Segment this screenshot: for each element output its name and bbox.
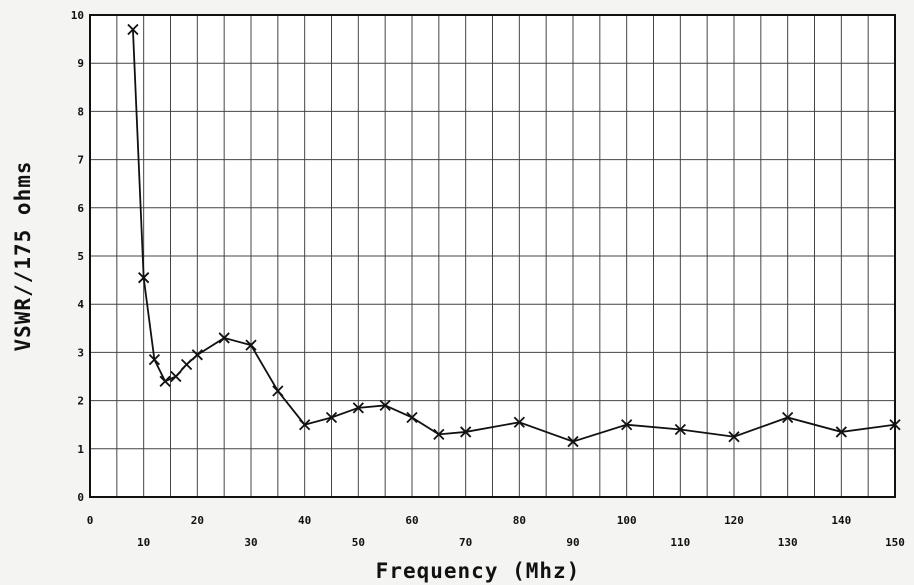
data-point-marker <box>180 358 193 371</box>
x-tick-label: 140 <box>831 514 851 527</box>
x-tick-label: 130 <box>778 536 798 549</box>
y-tick-label: 0 <box>77 491 84 504</box>
y-tick-label: 1 <box>77 443 84 456</box>
series-layer <box>127 23 901 448</box>
data-point-marker <box>325 411 338 424</box>
y-tick-label: 8 <box>77 105 84 118</box>
data-point-marker <box>218 332 230 344</box>
y-tick-label: 6 <box>77 202 84 215</box>
data-point-marker <box>272 385 284 397</box>
data-point-marker <box>138 272 150 284</box>
x-tick-label: 40 <box>298 514 311 527</box>
y-tick-label: 3 <box>77 346 84 359</box>
y-tick-label: 2 <box>77 395 84 408</box>
data-point-marker <box>352 402 364 414</box>
data-point-marker <box>406 411 418 424</box>
data-point-marker <box>191 349 203 361</box>
x-tick-label: 70 <box>459 536 472 549</box>
data-point-marker <box>513 416 525 428</box>
y-tick-label: 4 <box>77 298 84 311</box>
data-point-marker <box>245 339 257 351</box>
grid <box>90 15 895 497</box>
x-tick-label: 20 <box>191 514 204 527</box>
x-tick-label: 10 <box>137 536 150 549</box>
y-tick-labels: 0 1 2 3 4 5 6 7 8 9 10 <box>71 9 85 504</box>
x-tick-label: 30 <box>244 536 257 549</box>
y-axis-label: VSWR//175 ohms <box>11 160 35 351</box>
data-point-marker <box>379 399 391 412</box>
y-tick-label: 10 <box>71 9 84 22</box>
x-tick-label: 50 <box>352 536 365 549</box>
data-point-marker <box>159 375 171 387</box>
y-tick-label: 9 <box>77 57 84 70</box>
x-tick-label: 60 <box>405 514 418 527</box>
y-tick-label: 7 <box>77 154 84 167</box>
x-tick-label: 0 <box>87 514 94 527</box>
data-point-marker <box>835 426 847 438</box>
data-point-marker <box>567 435 579 448</box>
x-tick-label: 100 <box>617 514 637 527</box>
data-point-marker <box>299 419 311 431</box>
x-tick-label: 110 <box>670 536 690 549</box>
data-point-marker <box>170 370 182 383</box>
x-tick-labels: 0 10 20 30 40 50 60 70 80 90 100 110 120 130 140 150 <box>87 514 905 549</box>
data-point-marker <box>674 423 686 436</box>
data-point-marker <box>433 428 445 440</box>
data-point-marker <box>621 419 633 431</box>
x-tick-label: 90 <box>566 536 579 549</box>
x-tick-label: 80 <box>513 514 526 527</box>
data-point-marker <box>782 411 794 424</box>
plot-frame <box>89 14 896 498</box>
y-tick-label: 5 <box>77 250 84 263</box>
x-axis-label: Frequency (Mhz) <box>376 559 581 583</box>
data-point-marker <box>460 426 472 438</box>
x-tick-label: 150 <box>885 536 905 549</box>
data-point-marker <box>127 23 139 36</box>
data-point-marker <box>728 431 740 443</box>
x-tick-label: 120 <box>724 514 744 527</box>
data-point-marker <box>148 353 161 366</box>
